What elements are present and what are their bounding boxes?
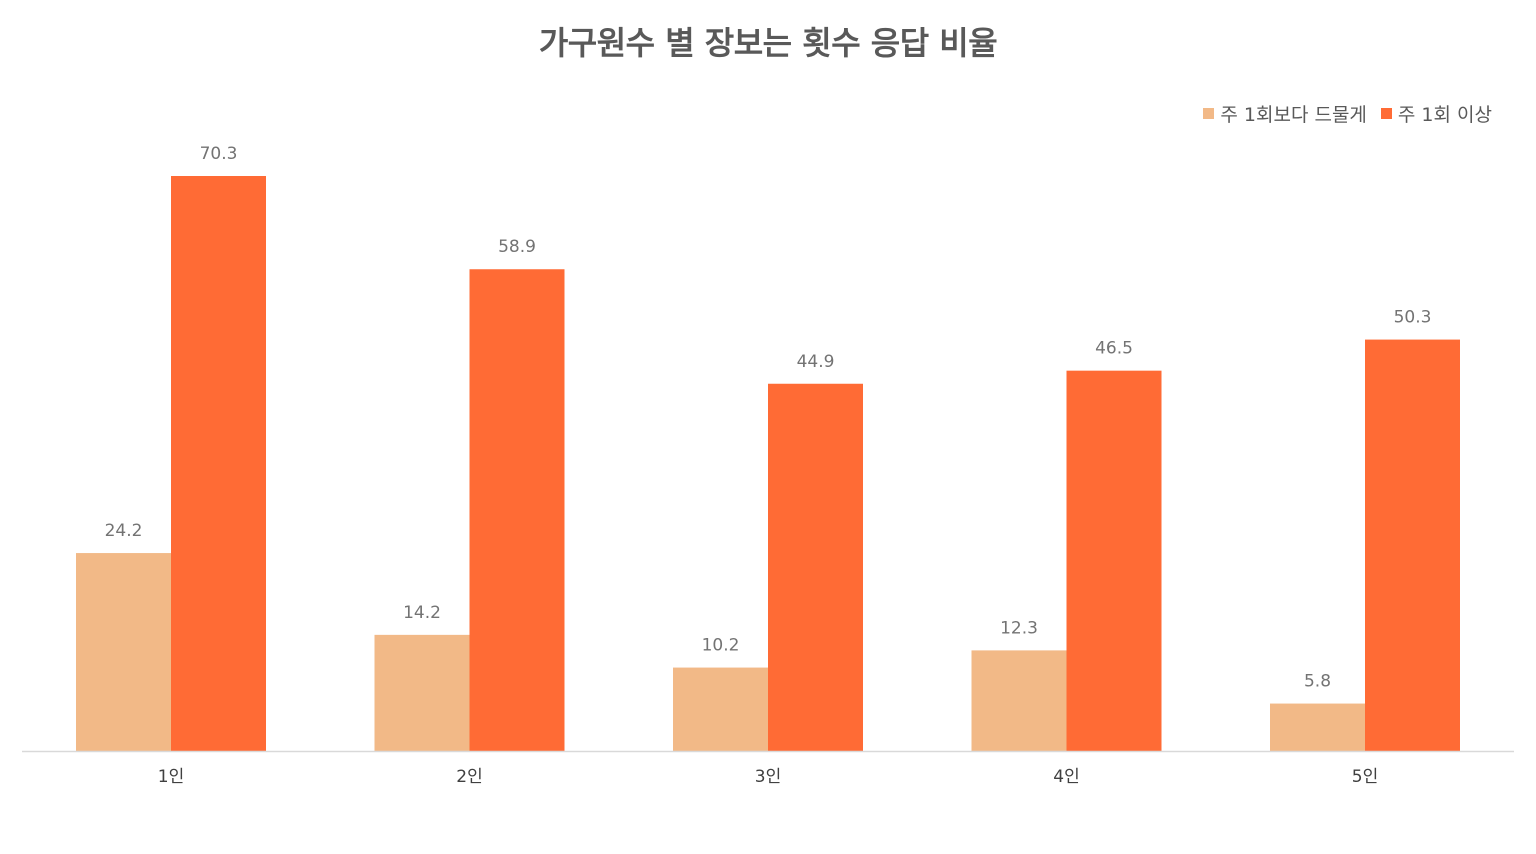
- data-label-2-5: 50.3: [1394, 308, 1432, 328]
- data-label-1-1: 24.2: [105, 521, 143, 541]
- bar-1-5: [1270, 703, 1365, 751]
- bar-1-1: [76, 553, 171, 751]
- chart-title: 가구원수 별 장보는 횟수 응답 비율: [538, 24, 998, 62]
- legend-item-series-2: 주 1회 이상: [1380, 100, 1492, 127]
- data-label-1-3: 10.2: [702, 636, 740, 656]
- data-label-2-3: 44.9: [797, 352, 835, 372]
- data-label-1-2: 14.2: [403, 603, 441, 623]
- bar-1-3: [673, 667, 768, 751]
- x-tick-label-5: 5인: [1352, 767, 1378, 787]
- x-tick-label-1: 1인: [158, 767, 184, 787]
- bar-1-2: [374, 634, 470, 751]
- bar-2-2: [469, 269, 565, 751]
- bar-1-4: [971, 650, 1067, 751]
- data-label-2-4: 46.5: [1095, 339, 1133, 359]
- legend-label-series-2: 주 1회 이상: [1397, 104, 1492, 126]
- x-tick-label-4: 4인: [1053, 767, 1079, 787]
- legend-swatch-series-2: [1380, 108, 1392, 119]
- data-label-2-1: 70.3: [200, 144, 238, 164]
- data-label-2-2: 58.9: [498, 237, 536, 257]
- x-tick-label-3: 3인: [755, 767, 781, 787]
- bar-2-4: [1066, 370, 1162, 751]
- bar-2-5: [1365, 339, 1460, 751]
- bar-2-3: [768, 383, 863, 751]
- data-label-1-5: 5.8: [1304, 672, 1331, 692]
- legend: 주 1회보다 드물게 주 1회 이상: [1203, 100, 1492, 127]
- bar-2-1: [171, 176, 266, 751]
- legend-swatch-series-1: [1203, 108, 1215, 119]
- legend-label-series-1: 주 1회보다 드물게: [1220, 104, 1367, 126]
- x-tick-label-2: 2인: [456, 767, 482, 787]
- data-label-1-4: 12.3: [1000, 618, 1038, 638]
- legend-item-series-1: 주 1회보다 드물게: [1203, 100, 1367, 127]
